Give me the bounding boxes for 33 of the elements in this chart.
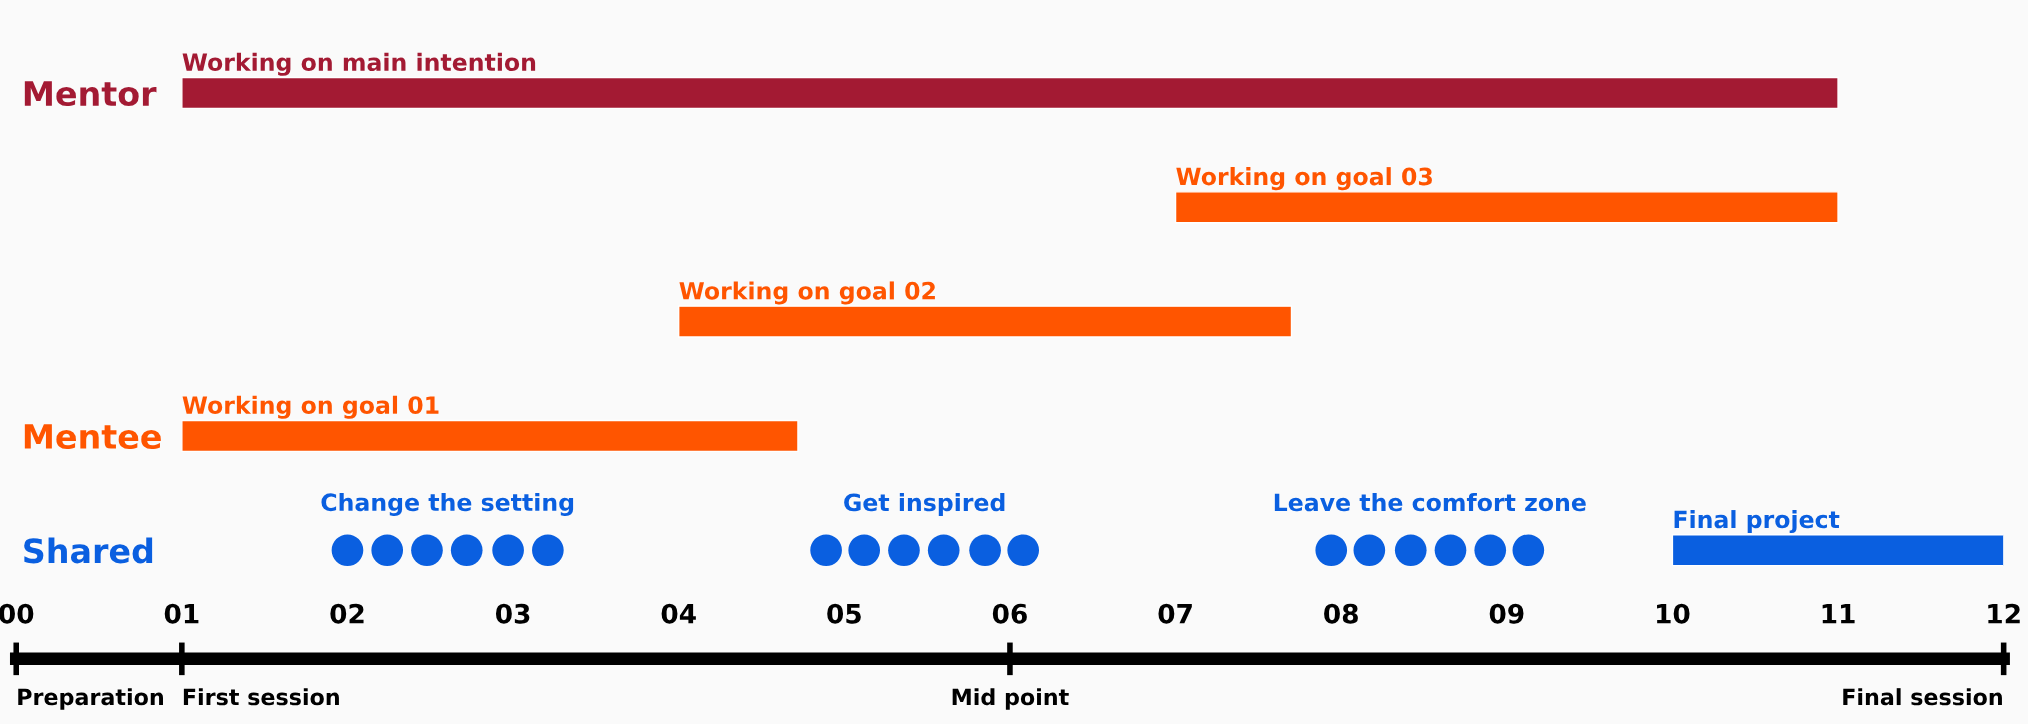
annotation: Get inspired	[844, 493, 1005, 516]
x-tick-label: 11	[1822, 604, 1855, 624]
annotation: Leave the comfort zone	[1274, 493, 1586, 512]
ref-line-label: Preparation	[18, 688, 163, 710]
bar	[678, 305, 1293, 338]
data-label: Working on goal 02	[679, 281, 935, 305]
data-label: Working on goal 01	[182, 395, 439, 419]
x-tick-label: 08	[1324, 603, 1358, 624]
x-tick-label: 04	[661, 603, 696, 624]
bar	[1671, 534, 2004, 567]
bar	[181, 419, 799, 453]
x-tick-label: 03	[495, 603, 530, 624]
y-tick-label: Mentor	[24, 81, 157, 107]
bar	[1174, 191, 1839, 224]
ref-line-label: Mid point	[952, 688, 1069, 710]
x-tick-label: 12	[1988, 603, 2020, 624]
x-tick-label: 05	[827, 603, 861, 624]
y-tick-label: Shared	[24, 537, 153, 564]
x-tick-label: 07	[1158, 603, 1192, 624]
x-tick-label: 06	[992, 603, 1027, 624]
data-label: Final project	[1674, 510, 1840, 534]
ref-line-label: Final session	[1843, 688, 2002, 706]
bar	[181, 76, 1839, 110]
y-tick-label: Mentee	[24, 424, 161, 450]
data-label: Working on goal 03	[1176, 167, 1432, 191]
x-tick-label: 01	[164, 603, 199, 624]
data-label: Working on main intention	[182, 52, 536, 76]
ref-line-label: First session	[183, 688, 339, 706]
x-tick-label: 00	[0, 603, 34, 624]
x-tick-label: 02	[330, 603, 364, 624]
annotation: Change the setting	[321, 492, 574, 516]
x-tick-label: 10	[1657, 603, 1690, 624]
x-tick-label: 09	[1489, 603, 1524, 624]
